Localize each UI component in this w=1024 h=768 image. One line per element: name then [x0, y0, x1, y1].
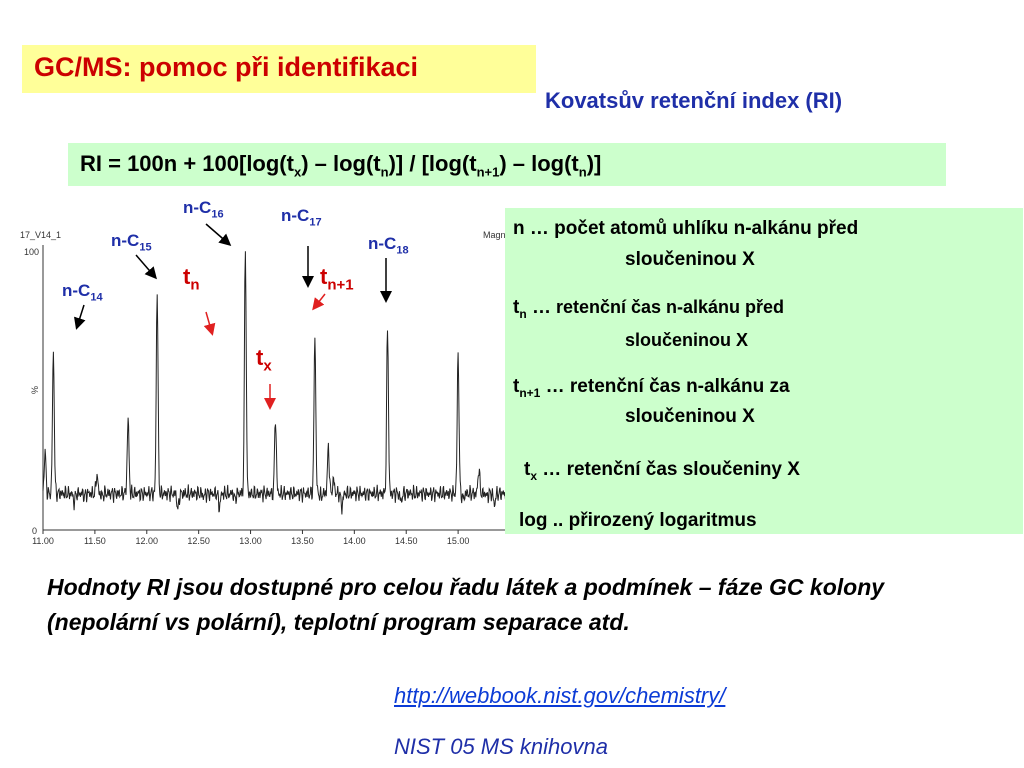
x-tick-label: 14.50 [395, 536, 418, 546]
def-text: log .. přirozený logaritmus [519, 510, 757, 531]
def-tn1: tn+1 … retenční čas n-alkánu za [513, 376, 790, 400]
arrow-tn [203, 311, 216, 336]
label-text: n-C [183, 198, 212, 217]
def-text: sloučeninou X [625, 406, 755, 427]
label-n-c18: n-C18 [368, 234, 409, 256]
label-text: t [183, 264, 191, 289]
label-sub: n [190, 276, 200, 294]
definitions-box: n … počet atomů uhlíku n-alkánu před slo… [505, 208, 1023, 534]
def-text: sloučeninou X [625, 249, 755, 270]
def-tx: tx … retenční čas sloučeniny X [524, 459, 800, 483]
label-text: n-C [111, 231, 140, 250]
formula-box: RI = 100n + 100[log(tx) – log(tn)] / [lo… [68, 143, 946, 186]
label-n-c16: n-C16 [183, 198, 224, 220]
chart-title: 17_V14_1 [20, 230, 61, 240]
formula-part: )] / [log(t [388, 151, 477, 176]
label-text: n-C [281, 206, 310, 225]
label-n-c17: n-C17 [281, 206, 322, 228]
label-text: n-C [62, 281, 91, 300]
formula-sub: n [578, 164, 587, 180]
x-tick-label: 11.50 [84, 536, 106, 546]
label-n-c14: n-C14 [62, 281, 103, 303]
formula-sub: n+1 [476, 164, 500, 180]
def-sub: n [519, 306, 527, 321]
x-tick-label: 14.00 [343, 536, 366, 546]
def-text: retenční čas n-alkánu před [550, 297, 785, 317]
label-sub: x [263, 357, 272, 375]
label-sub: 18 [396, 244, 409, 257]
formula-part: )] [586, 151, 602, 176]
y-tick-label: 0 [32, 526, 37, 536]
def-sub: x [530, 468, 538, 483]
x-ticks: 11.00 11.50 12.00 12.50 13.00 13.50 14.00 14.50… [32, 530, 469, 546]
chromatogram-trace [42, 251, 510, 515]
formula-sub: n [380, 164, 389, 180]
def-text: … [526, 297, 551, 318]
x-tick-label: 11.00 [32, 536, 54, 546]
label-sub: 15 [139, 241, 152, 254]
arrow-c14 [74, 304, 86, 330]
x-tick-label: 13.50 [291, 536, 314, 546]
page-title: GC/MS: pomoc při identifikaci [34, 52, 419, 82]
label-tn1: tn+1 [320, 264, 354, 293]
def-symbol: t [524, 459, 531, 480]
def-log: log .. přirozený logaritmus [519, 510, 757, 532]
label-tn: tn [183, 264, 200, 293]
label-tx: tx [256, 345, 272, 374]
def-symbol: t [513, 376, 520, 397]
label-sub: 14 [90, 291, 103, 304]
def-text: … retenční čas n-alkánu za [540, 376, 790, 397]
y-tick-label: 100 [24, 247, 39, 257]
def-text: n … počet atomů uhlíku n-alkánu před [513, 218, 859, 239]
formula-part: ) – log(t [301, 151, 381, 176]
def-symbol: t [513, 297, 520, 318]
ri-availability-note: Hodnoty RI jsou dostupné pro celou řadu … [47, 574, 885, 635]
arrow-tn1 [312, 293, 326, 311]
label-n-c15: n-C15 [111, 231, 152, 253]
y-axis-label: % [30, 386, 40, 394]
def-sub: n+1 [519, 385, 541, 400]
formula-sub: x [293, 164, 302, 180]
x-tick-label: 12.00 [136, 536, 159, 546]
nist-webbook-link[interactable]: http://webbook.nist.gov/chemistry/ [394, 683, 726, 708]
ri-formula: RI = 100n + 100[log(tx) – log(tn)] / [lo… [80, 151, 601, 179]
x-tick-label: 15.00 [447, 536, 470, 546]
label-sub: 16 [211, 208, 224, 221]
label-text: t [320, 264, 328, 289]
def-tn: tn … retenční čas n-alkánu před [513, 297, 784, 321]
def-n: n … počet atomů uhlíku n-alkánu před [513, 218, 858, 240]
formula-part: RI = 100n + 100[log(t [80, 151, 294, 176]
x-tick-label: 12.50 [187, 536, 210, 546]
label-text: t [256, 345, 264, 370]
label-sub: 17 [309, 216, 322, 229]
annotation-arrows [74, 223, 392, 410]
def-text: sloučeninou X [625, 330, 749, 350]
def-text: … retenční čas sloučeniny X [537, 459, 800, 480]
arrow-c16 [205, 223, 232, 246]
label-sub: n+1 [327, 276, 354, 294]
x-tick-label: 13.00 [239, 536, 262, 546]
chromatogram-chart: 17_V14_1 Magn 100 0 % 11.00 11.50 12.00 12.… [20, 230, 510, 546]
page-subtitle: Kovatsův retenční index (RI) [545, 88, 843, 113]
nist-library-note: NIST 05 MS knihovna [394, 734, 608, 759]
title-background [22, 45, 536, 93]
formula-part: ) – log(t [499, 151, 579, 176]
label-text: n-C [368, 234, 397, 253]
arrow-c15 [135, 254, 157, 280]
chart-corner-label: Magn [483, 230, 506, 240]
